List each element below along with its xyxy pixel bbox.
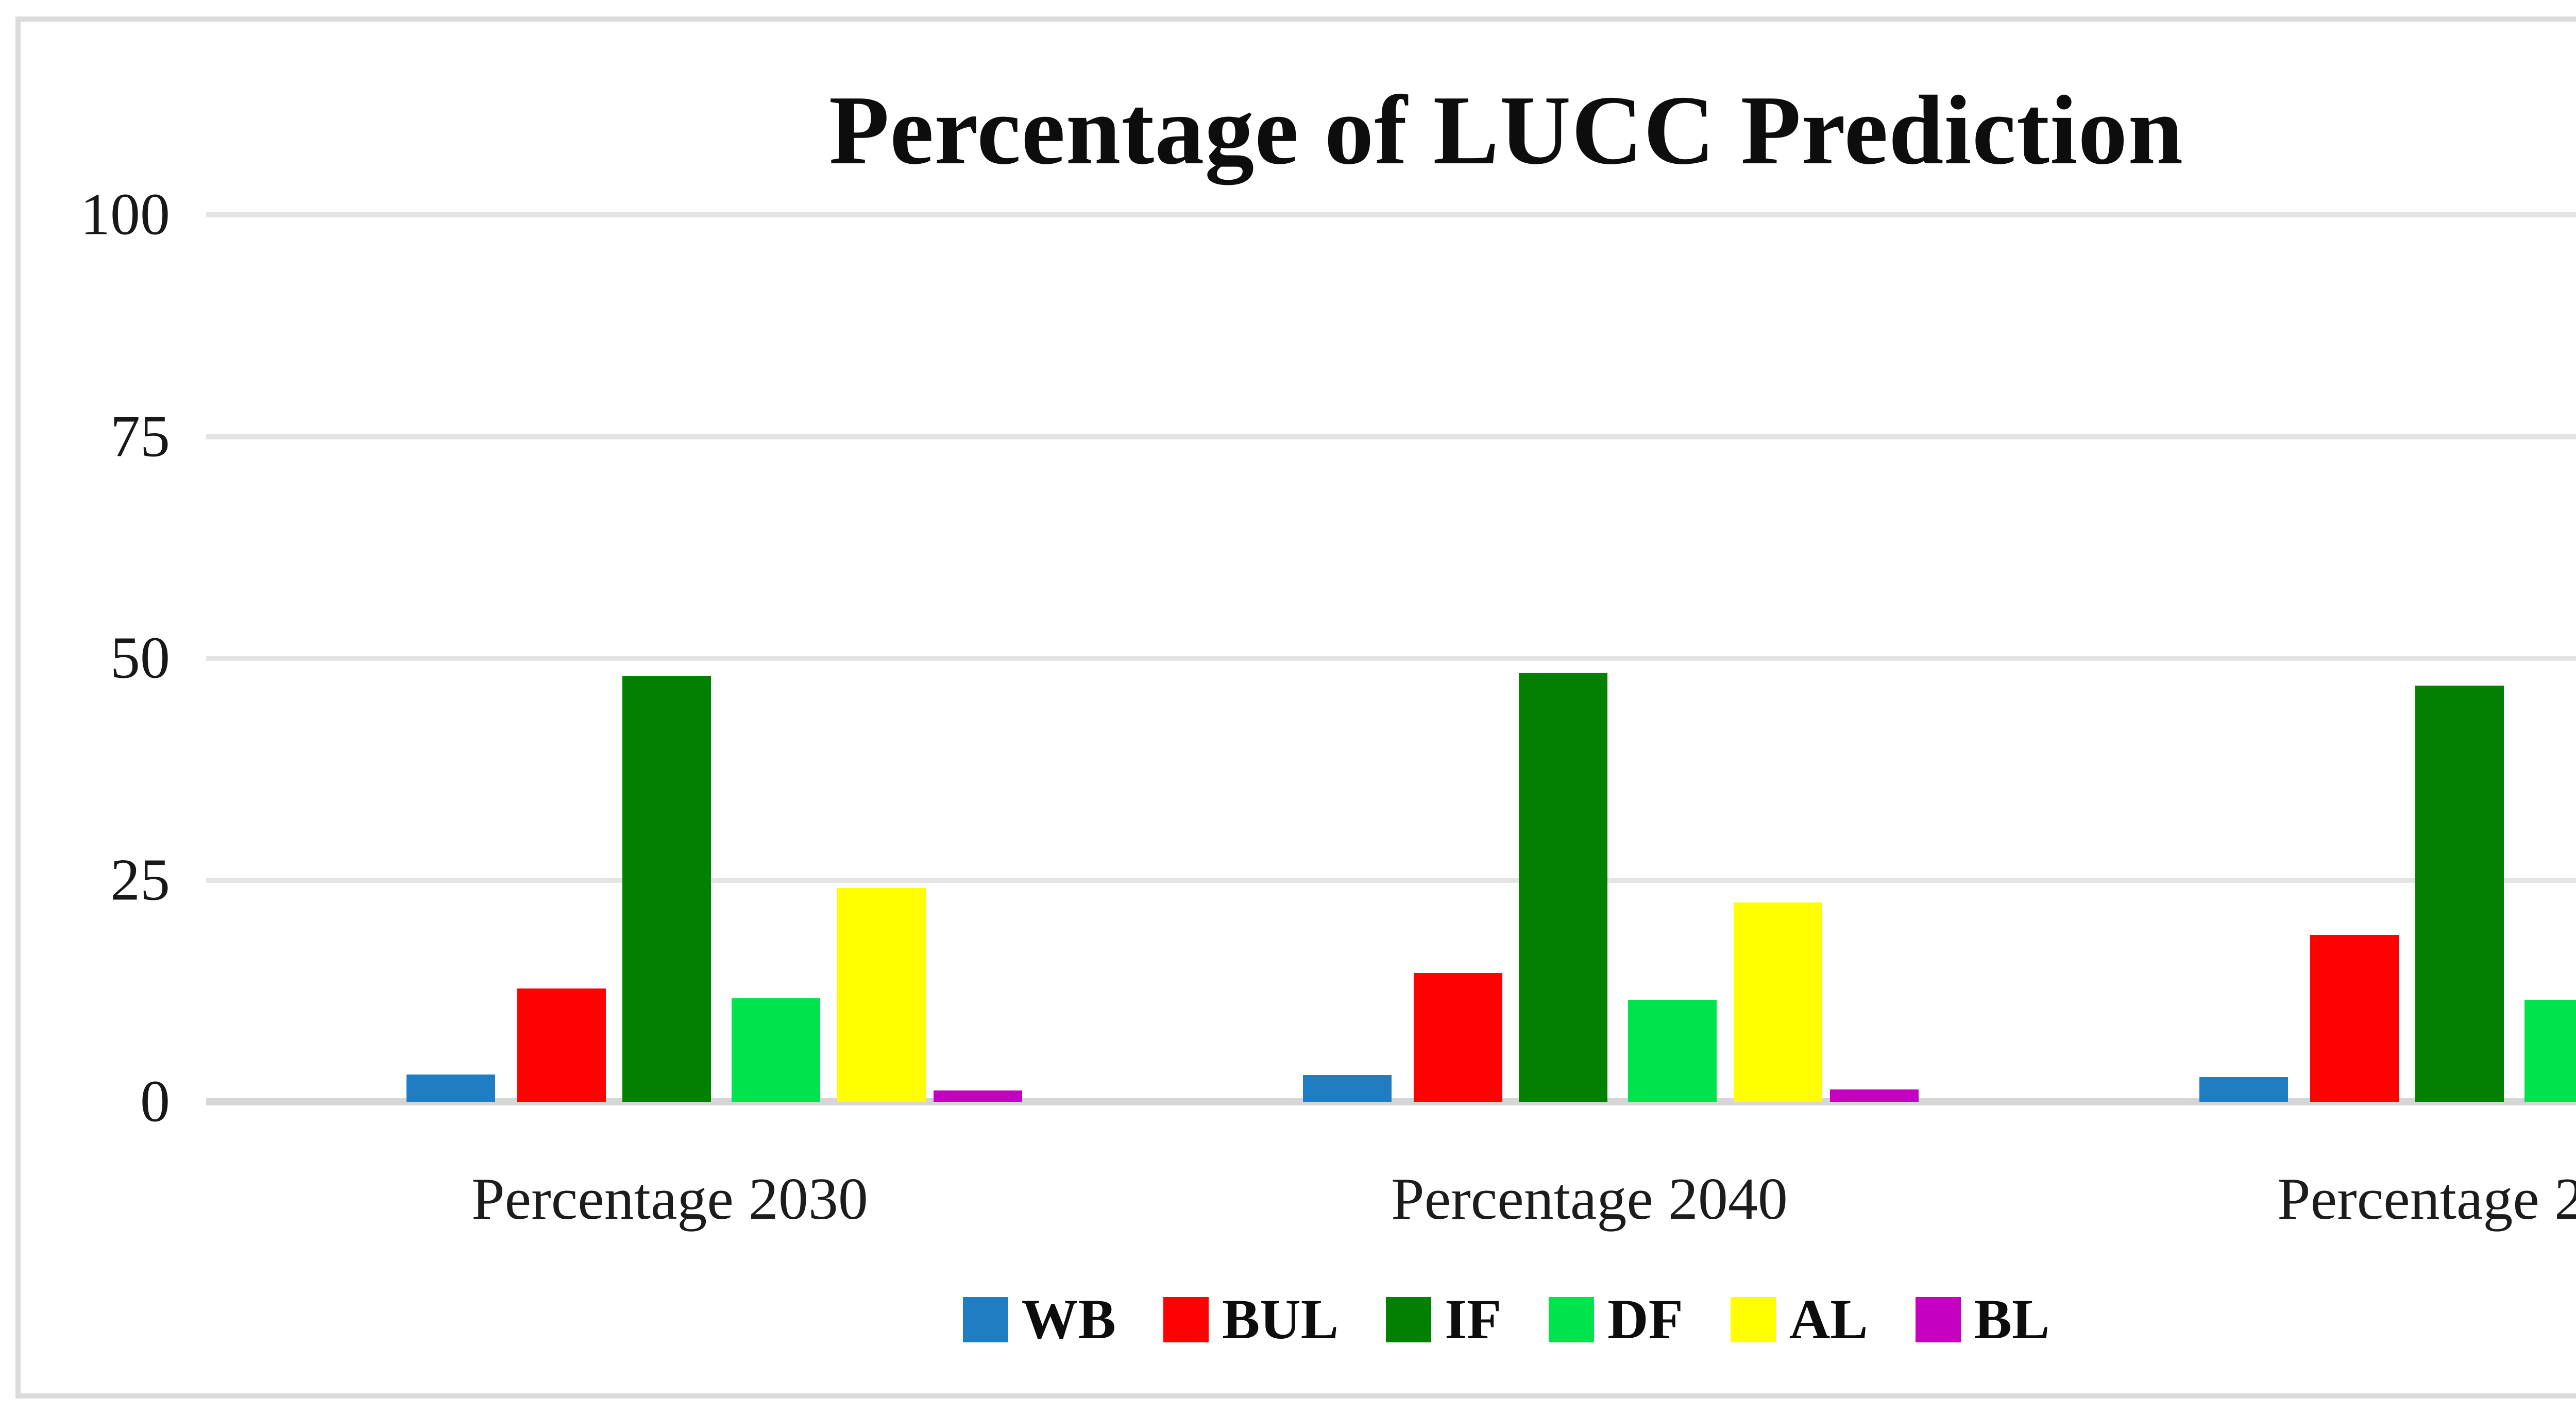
bar-wb-percentage-2040 bbox=[1303, 1075, 1392, 1102]
legend-swatch-bul bbox=[1163, 1297, 1209, 1342]
plot-area bbox=[206, 0, 2576, 1415]
y-tick-label-0: 0 bbox=[140, 1068, 170, 1135]
legend-item-df: DF bbox=[1549, 1287, 1683, 1352]
bar-if-percentage-2050 bbox=[2415, 686, 2504, 1102]
legend-item-bul: BUL bbox=[1163, 1287, 1338, 1352]
bar-wb-percentage-2030 bbox=[406, 1075, 495, 1102]
bar-df-percentage-2030 bbox=[732, 998, 820, 1102]
bar-bl-percentage-2030 bbox=[934, 1090, 1022, 1102]
gridline-75 bbox=[206, 434, 2576, 439]
y-tick-label-50: 50 bbox=[110, 625, 170, 691]
bar-if-percentage-2040 bbox=[1519, 673, 1607, 1102]
legend-label-wb: WB bbox=[1021, 1288, 1116, 1351]
bar-bul-percentage-2030 bbox=[517, 988, 606, 1102]
gridline-100 bbox=[206, 212, 2576, 217]
bar-bul-percentage-2050 bbox=[2310, 935, 2399, 1102]
bar-wb-percentage-2050 bbox=[2199, 1077, 2288, 1102]
x-category-label-2: Percentage 2040 bbox=[1391, 1166, 1788, 1232]
x-category-label-1: Percentage 2030 bbox=[471, 1166, 868, 1232]
legend-label-if: IF bbox=[1445, 1288, 1502, 1351]
x-category-label-3: Percentage 2050 bbox=[2277, 1166, 2576, 1232]
legend-item-bl: BL bbox=[1915, 1287, 2050, 1352]
gridline-50 bbox=[206, 656, 2576, 661]
legend-swatch-df bbox=[1549, 1297, 1595, 1342]
y-tick-label-25: 25 bbox=[110, 847, 170, 913]
bar-df-percentage-2040 bbox=[1628, 1000, 1717, 1102]
legend-label-bul: BUL bbox=[1222, 1288, 1339, 1351]
bar-al-percentage-2030 bbox=[837, 888, 926, 1102]
y-tick-label-100: 100 bbox=[80, 181, 170, 248]
bar-bul-percentage-2040 bbox=[1414, 973, 1502, 1102]
legend-swatch-wb bbox=[962, 1297, 1008, 1342]
legend-label-bl: BL bbox=[1974, 1288, 2050, 1351]
bar-if-percentage-2030 bbox=[622, 676, 711, 1102]
legend-item-if: IF bbox=[1386, 1287, 1501, 1352]
legend-swatch-bl bbox=[1915, 1297, 1961, 1342]
legend: WB BUL IF DF AL BL bbox=[0, 1287, 2576, 1352]
gridline-25 bbox=[206, 877, 2576, 883]
y-tick-label-75: 75 bbox=[110, 403, 170, 469]
legend-label-df: DF bbox=[1607, 1288, 1683, 1351]
bar-bl-percentage-2040 bbox=[1830, 1089, 1919, 1102]
bar-al-percentage-2040 bbox=[1734, 902, 1822, 1102]
legend-label-al: AL bbox=[1789, 1288, 1868, 1351]
chart-title: Percentage of LUCC Prediction bbox=[828, 75, 2184, 185]
legend-swatch-al bbox=[1730, 1297, 1776, 1342]
legend-item-wb: WB bbox=[962, 1287, 1116, 1352]
bar-df-percentage-2050 bbox=[2524, 1000, 2576, 1102]
legend-item-al: AL bbox=[1730, 1287, 1868, 1352]
legend-swatch-if bbox=[1386, 1297, 1432, 1342]
